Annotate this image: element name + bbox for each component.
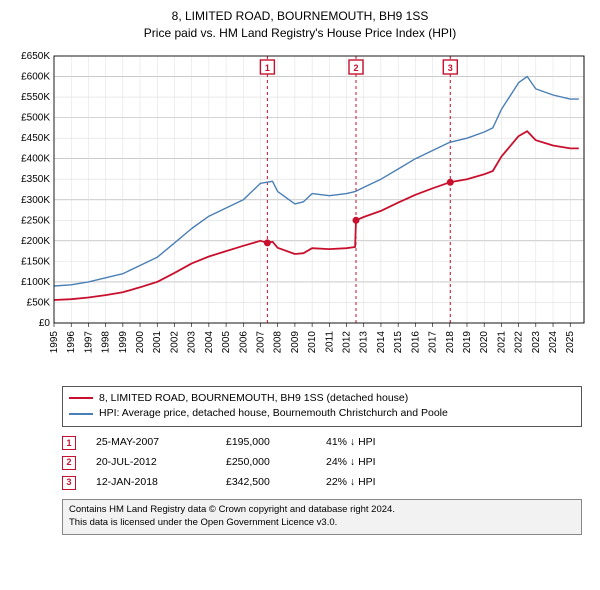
- svg-text:2010: 2010: [307, 330, 318, 353]
- event-diff: 24% ↓ HPI: [326, 453, 376, 473]
- svg-text:2008: 2008: [273, 330, 284, 353]
- svg-text:2004: 2004: [204, 330, 215, 353]
- events-table: 1 25-MAY-2007 £195,000 41% ↓ HPI 2 20-JUL-201…: [62, 433, 582, 493]
- svg-text:2019: 2019: [462, 330, 473, 353]
- svg-text:2025: 2025: [565, 330, 576, 353]
- chart-title-block: 8, LIMITED ROAD, BOURNEMOUTH, BH9 1SS Pr…: [8, 8, 592, 42]
- event-marker-icon: 2: [62, 456, 76, 470]
- svg-text:2020: 2020: [479, 330, 490, 353]
- line-chart: £0 £50K £100K £150K £200K £250K £300K £350K £400…: [8, 48, 592, 378]
- svg-text:3: 3: [448, 63, 453, 73]
- event-diff: 22% ↓ HPI: [326, 473, 376, 493]
- svg-text:2017: 2017: [428, 330, 439, 353]
- event-marker-icon: 1: [62, 436, 76, 450]
- svg-text:1995: 1995: [49, 330, 60, 353]
- svg-text:£300K: £300K: [21, 194, 50, 205]
- svg-text:2012: 2012: [342, 330, 353, 353]
- legend-label: 8, LIMITED ROAD, BOURNEMOUTH, BH9 1SS (d…: [99, 391, 408, 407]
- legend-swatch: [69, 397, 93, 399]
- event-date: 20-JUL-2012: [96, 453, 206, 473]
- svg-text:1999: 1999: [118, 330, 129, 353]
- svg-text:2003: 2003: [187, 330, 198, 353]
- svg-text:£600K: £600K: [21, 71, 50, 82]
- svg-text:2022: 2022: [514, 330, 525, 353]
- event-price: £250,000: [226, 453, 306, 473]
- svg-text:2018: 2018: [445, 330, 456, 353]
- svg-text:£150K: £150K: [21, 256, 50, 267]
- footer-note: Contains HM Land Registry data © Crown c…: [62, 499, 582, 535]
- event-row: 1 25-MAY-2007 £195,000 41% ↓ HPI: [62, 433, 582, 453]
- svg-text:£250K: £250K: [21, 215, 50, 226]
- legend-swatch: [69, 413, 93, 415]
- svg-text:£550K: £550K: [21, 92, 50, 103]
- svg-text:2005: 2005: [221, 330, 232, 353]
- svg-text:£350K: £350K: [21, 174, 50, 185]
- svg-text:£450K: £450K: [21, 133, 50, 144]
- svg-text:£500K: £500K: [21, 112, 50, 123]
- svg-text:1998: 1998: [101, 330, 112, 353]
- svg-text:2006: 2006: [238, 330, 249, 353]
- chart-container: £0 £50K £100K £150K £200K £250K £300K £350K £400…: [8, 48, 592, 378]
- svg-text:2023: 2023: [531, 330, 542, 353]
- svg-text:1996: 1996: [66, 330, 77, 353]
- svg-text:2000: 2000: [135, 330, 146, 353]
- svg-text:2016: 2016: [410, 330, 421, 353]
- svg-text:£50K: £50K: [27, 297, 51, 308]
- svg-text:2015: 2015: [393, 330, 404, 353]
- svg-text:2001: 2001: [152, 330, 163, 353]
- event-row: 3 12-JAN-2018 £342,500 22% ↓ HPI: [62, 473, 582, 493]
- event-price: £342,500: [226, 473, 306, 493]
- footer-line-2: This data is licensed under the Open Gov…: [69, 517, 575, 530]
- event-date: 12-JAN-2018: [96, 473, 206, 493]
- event-marker-icon: 3: [62, 476, 76, 490]
- legend-row: 8, LIMITED ROAD, BOURNEMOUTH, BH9 1SS (d…: [69, 391, 575, 407]
- svg-text:1997: 1997: [83, 330, 94, 353]
- svg-text:£650K: £650K: [21, 51, 50, 62]
- legend: 8, LIMITED ROAD, BOURNEMOUTH, BH9 1SS (d…: [62, 386, 582, 428]
- svg-text:£100K: £100K: [21, 277, 50, 288]
- svg-text:£200K: £200K: [21, 235, 50, 246]
- event-date: 25-MAY-2007: [96, 433, 206, 453]
- footer-line-1: Contains HM Land Registry data © Crown c…: [69, 504, 575, 517]
- title-line-1: 8, LIMITED ROAD, BOURNEMOUTH, BH9 1SS: [8, 8, 592, 25]
- event-diff: 41% ↓ HPI: [326, 433, 376, 453]
- svg-text:2: 2: [353, 63, 358, 73]
- svg-text:2007: 2007: [255, 330, 266, 353]
- svg-text:2024: 2024: [548, 330, 559, 353]
- svg-text:2014: 2014: [376, 330, 387, 353]
- svg-text:£400K: £400K: [21, 153, 50, 164]
- event-row: 2 20-JUL-2012 £250,000 24% ↓ HPI: [62, 453, 582, 473]
- svg-text:2013: 2013: [359, 330, 370, 353]
- legend-row: HPI: Average price, detached house, Bour…: [69, 406, 575, 422]
- title-line-2: Price paid vs. HM Land Registry's House …: [8, 25, 592, 42]
- legend-label: HPI: Average price, detached house, Bour…: [99, 406, 448, 422]
- svg-text:£0: £0: [39, 318, 51, 329]
- svg-text:2011: 2011: [324, 330, 335, 352]
- svg-text:2009: 2009: [290, 330, 301, 353]
- svg-text:2021: 2021: [496, 330, 507, 353]
- svg-text:1: 1: [265, 63, 270, 73]
- event-price: £195,000: [226, 433, 306, 453]
- svg-text:2002: 2002: [169, 330, 180, 353]
